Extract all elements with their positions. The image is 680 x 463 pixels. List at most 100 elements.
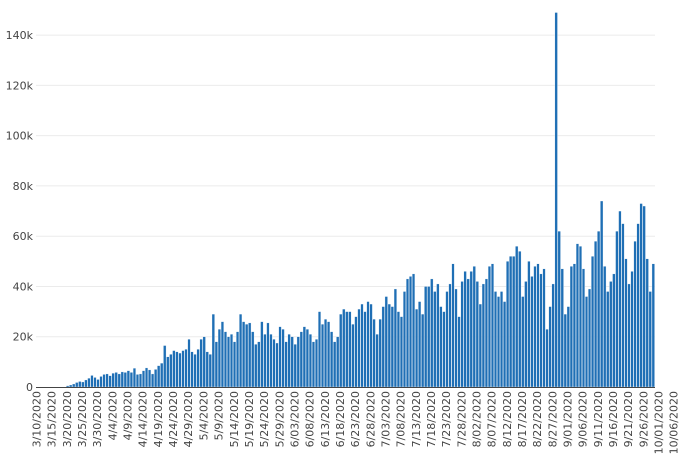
bar — [536, 263, 540, 388]
bar — [612, 273, 616, 388]
bar — [318, 311, 321, 388]
bar — [257, 341, 261, 388]
x-tick-label: 9/16/2020 — [607, 391, 620, 447]
bar — [636, 223, 640, 388]
x-tick-label: 7/08/2020 — [395, 391, 408, 447]
bar — [142, 370, 145, 388]
bar — [494, 291, 497, 388]
x-tick-label: 5/9/2020 — [213, 391, 226, 440]
bar — [539, 273, 543, 388]
bar — [651, 263, 655, 388]
x-tick-label: 4/24/2020 — [167, 391, 180, 447]
bar — [533, 266, 537, 388]
bar — [409, 276, 413, 388]
bar — [396, 311, 400, 388]
bar — [445, 291, 449, 388]
bar — [475, 281, 479, 388]
bar — [548, 306, 552, 388]
bar — [542, 268, 546, 388]
x-tick-label: 5/4/2020 — [197, 391, 210, 440]
bar — [184, 349, 188, 388]
bar — [378, 318, 382, 388]
bar — [81, 381, 85, 388]
bar — [457, 316, 461, 388]
bar — [236, 331, 240, 388]
bars — [66, 12, 655, 388]
x-tick-label: 5/29/2020 — [273, 391, 286, 447]
bar — [645, 258, 649, 388]
bar — [512, 256, 516, 388]
bar — [302, 326, 306, 388]
x-tick-label: 4/14/2020 — [137, 391, 150, 447]
bar — [148, 369, 152, 388]
x-tick-label: 3/15/2020 — [46, 391, 59, 447]
bar — [69, 384, 73, 388]
bar — [515, 246, 519, 388]
x-tick-label: 3/10/2020 — [31, 391, 44, 447]
bar — [478, 303, 482, 388]
bar — [460, 281, 464, 388]
bar — [163, 345, 167, 388]
bar — [363, 311, 367, 388]
bar — [588, 288, 592, 388]
bar — [575, 243, 579, 388]
bar — [463, 271, 467, 388]
bar — [239, 313, 243, 388]
bar — [299, 331, 303, 388]
bar — [621, 223, 625, 388]
bar — [214, 341, 218, 388]
bar — [324, 318, 328, 388]
bar — [160, 362, 164, 388]
bar — [187, 339, 191, 388]
bar — [281, 329, 285, 388]
bar — [481, 283, 485, 388]
bar — [190, 351, 194, 388]
bar — [275, 342, 279, 388]
x-tick-label: 7/28/2020 — [455, 391, 468, 447]
bar — [530, 276, 534, 388]
bar — [220, 321, 224, 388]
bar — [357, 308, 361, 388]
bar — [466, 278, 470, 388]
y-tick-label: 100k — [6, 130, 34, 143]
x-tick-label: 7/18/2020 — [425, 391, 438, 447]
bar — [227, 336, 230, 388]
bar — [135, 374, 139, 388]
bar — [572, 263, 576, 388]
bar — [560, 268, 564, 388]
bar — [603, 266, 607, 388]
x-tick-label: 9/21/2020 — [622, 391, 635, 447]
y-tick-label: 0 — [26, 381, 33, 394]
bar — [78, 381, 82, 388]
x-tick-label: 9/01/2020 — [562, 391, 575, 447]
bar — [342, 308, 346, 388]
bar — [75, 382, 79, 388]
x-tick-label: 10/06/2020 — [668, 391, 680, 454]
x-tick-label: 6/28/2020 — [364, 391, 377, 447]
bar — [266, 322, 270, 388]
x-tick-label: 8/17/2020 — [516, 391, 529, 447]
bar — [254, 344, 258, 388]
bar — [166, 356, 170, 388]
x-tick-label: 6/03/2020 — [288, 391, 301, 447]
bar — [87, 378, 91, 388]
bar — [506, 261, 510, 388]
bar — [96, 379, 100, 388]
bar — [591, 256, 595, 388]
bar — [594, 241, 598, 388]
x-tick-label: 4/4/2020 — [106, 391, 119, 440]
bar — [108, 375, 112, 388]
bar — [399, 316, 403, 388]
bar — [90, 375, 94, 388]
x-tick-label: 3/30/2020 — [91, 391, 104, 447]
bar — [387, 303, 391, 388]
bar — [217, 329, 221, 388]
x-tick-label: 9/11/2020 — [592, 391, 605, 447]
bar — [233, 341, 237, 388]
bar — [606, 291, 610, 388]
bar — [421, 313, 425, 388]
bar — [366, 301, 370, 388]
bar — [618, 210, 622, 388]
bar — [305, 329, 309, 388]
bar — [545, 329, 549, 388]
